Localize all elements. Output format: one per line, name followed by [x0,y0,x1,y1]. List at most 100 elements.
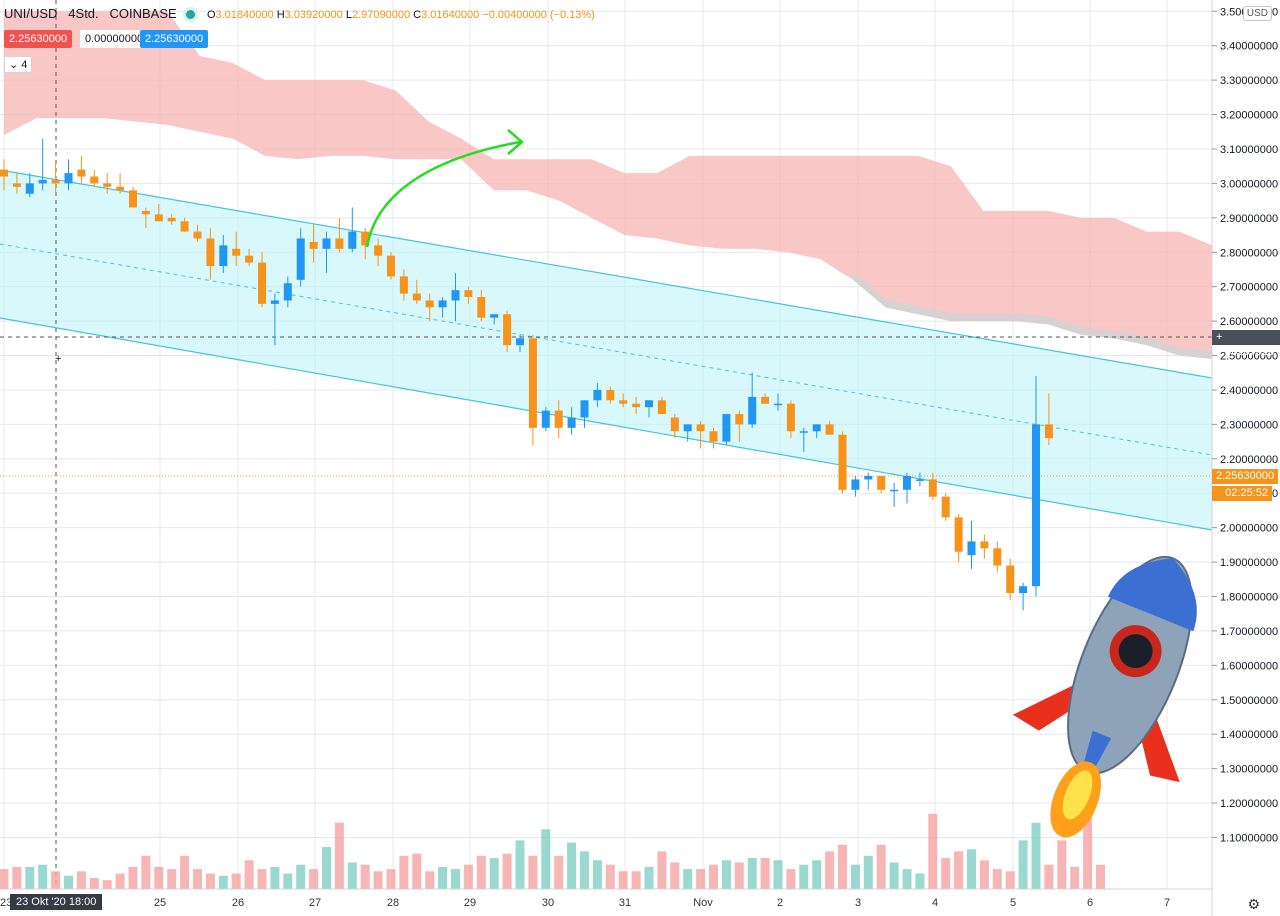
time-tick-label: 23 [0,897,12,909]
candle-body [735,414,744,425]
volume-bar [12,866,22,889]
candle-body [915,479,924,481]
candle-body [683,424,692,432]
candle-body [619,400,628,404]
volume-bar [773,860,783,889]
candle-body [580,400,589,418]
volume-bar [334,822,344,889]
symbol-label[interactable]: UNI/USD [4,6,58,21]
candlesticks [0,138,1053,611]
candle-body [528,338,537,428]
price-axis: 1.10000000 1.20000000 1.30000000 1.40000000… [1211,0,1280,916]
volume-bar [644,866,654,889]
volume-bar [580,851,589,889]
volume-bar [812,860,822,889]
candle-body [657,400,666,415]
volume-bar [876,844,886,889]
volume-bar [476,855,486,889]
cloud-bearish-area [4,11,1212,359]
candle-body [928,479,937,497]
volume-bar [592,860,602,889]
price-tick-label: 1.20000000 [1220,798,1278,810]
rocket-fin-right [1139,718,1180,783]
exchange-label: COINBASE [109,6,177,21]
volume-bar [799,864,809,889]
candle-body [748,396,757,425]
price-tick-label: 3.00000000 [1220,178,1278,190]
crosshair-date-tag: 23 Okt '20 18:00 [10,894,103,910]
candle-body [722,414,731,442]
volume-bar [734,862,744,889]
volume-bar [554,855,564,889]
channel-lower-line [0,317,1213,531]
candle-body [296,238,305,280]
volume-bar [838,844,847,889]
price-tick-label: 1.30000000 [1220,764,1278,776]
volume-bar [322,847,331,889]
candle-body [606,389,615,401]
candle-body [219,245,228,267]
crosshair-plus-icon: + [1216,331,1223,343]
volume-bar [296,864,306,889]
channel-mid-line [0,243,1213,456]
candle-body [0,169,8,177]
candle-body [374,245,383,256]
candle-body [38,179,47,184]
candle-body [399,276,408,294]
candle-body [967,541,976,556]
candle-body [799,431,808,433]
volume-bar [941,858,951,889]
candle-body [154,214,163,222]
gear-icon[interactable]: ⚙ [1247,896,1260,912]
price-tick-label: 2.40000000 [1220,385,1278,397]
candle-body [167,217,176,222]
candle-body [825,424,834,435]
volume-bar [64,875,73,889]
currency-badge[interactable]: USD [1242,6,1272,21]
chevron-down-icon: ⌄ [9,59,19,71]
volume-bar [721,860,731,889]
candle-body [786,403,795,432]
time-tick-label: Nov [693,897,713,909]
candle-body [812,424,821,432]
indicator-collapse-toggle[interactable]: ⌄ 4 [4,56,33,73]
candle-body [270,300,279,304]
volume-bar [528,855,538,889]
volume-bar [244,860,254,889]
candle-body [645,400,653,408]
volume-bar [360,864,370,889]
time-tick-label: 7 [1164,897,1170,909]
volume-bar [1018,840,1028,889]
price-tick-label: 2.50000000 [1220,351,1278,363]
price-axis-bg [1212,0,1280,916]
volume-bar [141,855,151,889]
volume-bar [683,869,693,889]
volume-bar [0,869,9,889]
price-tick-label: 2.00000000 [1220,523,1278,535]
time-tick-label: 31 [619,897,631,909]
candle-body [425,300,434,308]
interval-label[interactable]: 4Std. [68,6,99,21]
candle-body [877,476,886,490]
candle-body [477,297,486,318]
green-arrow-head [507,129,524,155]
volume-bar [38,864,48,889]
price-tick-label: 2.60000000 [1220,316,1278,328]
candle-body [245,255,254,263]
volume-bar [89,877,99,889]
chart-header: UNI/USD 4Std. COINBASE O3.01840000 H3.03… [4,6,595,21]
volume-bar [128,866,138,889]
volume-bar [218,875,228,889]
bar-countdown-tag: 02:25:52 [1212,486,1272,501]
price-tick-label: 1.50000000 [1220,695,1278,707]
volume-bar [786,869,796,889]
candle-body [103,183,112,187]
price-tick-label: 2.90000000 [1220,213,1278,225]
volume-bar [515,840,525,889]
volume-bar [605,864,615,889]
buy-price-button[interactable]: 2.25630000 [140,30,209,48]
candle-body [180,221,189,232]
sell-price-button[interactable]: 2.25630000 [4,30,73,48]
volume-bar [709,864,718,889]
